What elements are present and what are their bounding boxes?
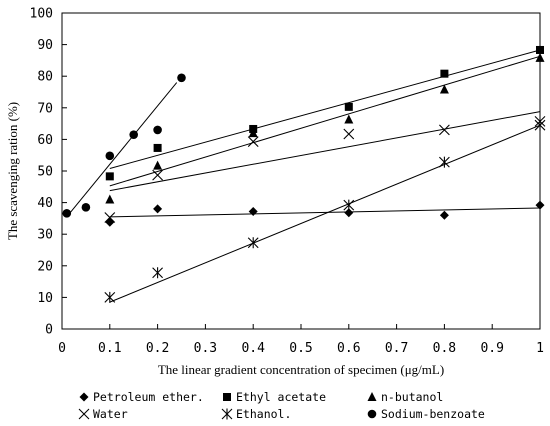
y-tick-label: 30	[37, 228, 53, 243]
trend-line-ethyl-acetate	[109, 49, 541, 169]
point-ethyl-acetate	[344, 102, 353, 111]
point-ethyl-acetate	[536, 45, 544, 54]
point-petroleum-ether	[344, 208, 354, 218]
point-water	[104, 212, 116, 223]
legend-item-ethanol: Ethanol.	[221, 407, 291, 421]
legend-item-sodium-benzoate: Sodium-benzoate	[367, 407, 485, 421]
point-ethanol	[247, 237, 259, 249]
x-axis-title: The linear gradient concentration of spe…	[158, 362, 444, 377]
x-tick-label: 0.3	[194, 341, 217, 356]
legend-marker-ethyl-acetate	[223, 393, 231, 401]
point-sodium-benzoate	[81, 203, 91, 212]
point-water	[343, 128, 355, 140]
y-tick-label: 80	[37, 70, 53, 85]
x-tick-label: 1	[536, 341, 544, 356]
legend-item-petroleum-ether: Petroleum ether.	[79, 390, 204, 404]
point-ethyl-acetate	[440, 69, 449, 78]
point-n-butanol	[344, 114, 354, 124]
x-tick-label: 0.1	[98, 341, 121, 356]
y-tick-label: 10	[37, 291, 53, 306]
data-points	[62, 45, 546, 303]
point-water	[152, 169, 163, 181]
y-tick-label: 40	[37, 196, 53, 211]
x-tick-label: 0	[58, 341, 66, 356]
legend-label: Sodium-benzoate	[381, 407, 485, 421]
point-n-butanol	[105, 194, 115, 204]
x-tick-label: 0.6	[337, 341, 360, 356]
y-axis-title: The scavenging ration (%)	[5, 102, 20, 240]
x-tick-label: 0.7	[385, 341, 408, 356]
x-tick-label: 0.9	[480, 341, 503, 356]
point-ethanol	[343, 199, 355, 211]
point-water	[247, 136, 259, 148]
point-water	[439, 124, 450, 136]
y-tick-label: 50	[37, 165, 53, 180]
point-petroleum-ether	[535, 200, 545, 210]
y-tick-label: 100	[30, 7, 53, 22]
point-sodium-benzoate	[129, 130, 138, 139]
point-sodium-benzoate	[105, 151, 115, 161]
trend-line-ethanol	[109, 124, 541, 303]
point-n-butanol	[153, 160, 163, 170]
y-axis-ticks: 0 10 20 30 40 50 60 70 80 90 100	[30, 7, 67, 338]
legend-label: Ethanol.	[236, 407, 291, 421]
point-petroleum-ether	[248, 206, 258, 216]
point-ethyl-acetate	[105, 172, 114, 181]
point-ethanol	[152, 267, 163, 279]
y-tick-label: 90	[37, 38, 53, 53]
legend-item-ethyl-acetate: Ethyl acetate	[223, 390, 326, 404]
legend-marker-petroleum-ether	[79, 392, 89, 402]
legend-marker-water	[78, 408, 90, 420]
legend-label: n-butanol	[381, 390, 443, 404]
legend-marker-n-butanol	[367, 392, 377, 401]
point-n-butanol	[248, 128, 258, 138]
legend-label: Ethyl acetate	[236, 390, 326, 404]
legend: Petroleum ether. Ethyl acetate n-butanol Wa…	[78, 390, 485, 421]
point-ethanol	[104, 291, 116, 303]
x-tick-label: 0.5	[289, 341, 312, 356]
legend-marker-ethanol	[221, 408, 233, 420]
point-ethanol	[534, 119, 546, 131]
y-tick-label: 0	[45, 323, 53, 338]
point-n-butanol	[535, 52, 545, 62]
trend-line-n-butanol	[109, 55, 541, 187]
point-ethyl-acetate	[153, 143, 162, 152]
x-tick-label: 0.8	[433, 341, 456, 356]
trend-line-water	[109, 111, 541, 192]
x-axis-ticks: 0 0.1 0.2 0.3 0.4 0.5 0.6 0.7 0.8 0.9 1	[58, 324, 544, 356]
point-petroleum-ether	[105, 217, 115, 227]
legend-item-n-butanol: n-butanol	[367, 390, 443, 404]
y-tick-label: 60	[37, 133, 53, 148]
trend-line-petroleum-ether	[109, 207, 541, 218]
point-sodium-benzoate	[153, 125, 162, 135]
legend-label: Petroleum ether.	[93, 390, 204, 404]
y-tick-label: 70	[37, 101, 53, 116]
point-petroleum-ether	[439, 210, 449, 220]
point-petroleum-ether	[153, 204, 163, 214]
point-sodium-benzoate	[177, 73, 186, 83]
trend-lines	[66, 49, 541, 303]
legend-marker-sodium-benzoate	[367, 409, 377, 419]
y-tick-label: 20	[37, 259, 53, 274]
point-n-butanol	[439, 84, 449, 94]
point-sodium-benzoate	[62, 209, 72, 218]
point-ethanol	[439, 156, 450, 168]
x-tick-label: 0.2	[146, 341, 169, 356]
legend-item-water: Water	[78, 407, 128, 421]
x-tick-label: 0.4	[241, 341, 265, 356]
plot-frame	[61, 12, 541, 330]
trend-line-sodium-benzoate	[66, 82, 178, 218]
legend-label: Water	[93, 407, 128, 421]
